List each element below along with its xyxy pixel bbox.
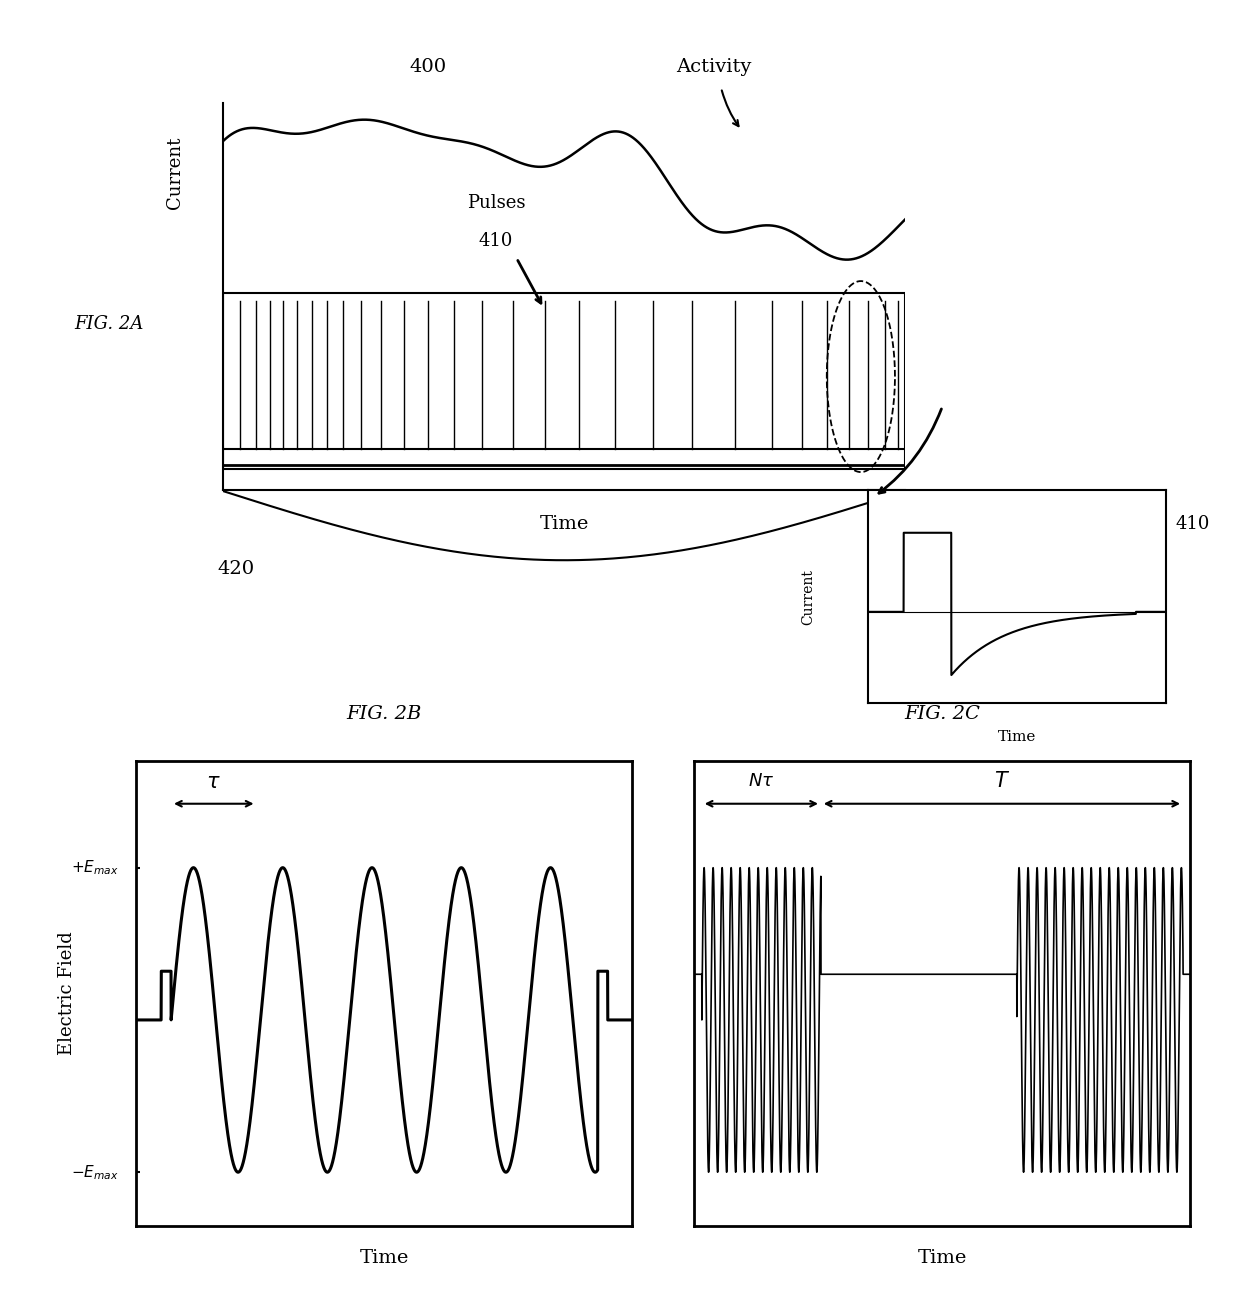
Text: $T$: $T$ xyxy=(994,771,1009,791)
Text: 410: 410 xyxy=(1176,515,1210,533)
Text: Electric Field: Electric Field xyxy=(58,931,76,1055)
Text: $-E_{max}$: $-E_{max}$ xyxy=(72,1162,119,1182)
Text: Current: Current xyxy=(801,569,816,624)
Text: $+E_{max}$: $+E_{max}$ xyxy=(72,858,119,877)
Text: $\tau$: $\tau$ xyxy=(206,773,221,792)
Text: $N\tau$: $N\tau$ xyxy=(748,771,775,789)
Bar xyxy=(223,293,905,468)
Text: Activity: Activity xyxy=(677,58,751,76)
Text: 400: 400 xyxy=(409,58,446,76)
Text: Time: Time xyxy=(539,515,589,533)
Text: FIG. 2B: FIG. 2B xyxy=(347,706,422,724)
Text: FIG. 2A: FIG. 2A xyxy=(74,315,144,333)
Text: Time: Time xyxy=(998,730,1035,744)
Text: 420: 420 xyxy=(217,560,254,578)
Text: FIG. 2C: FIG. 2C xyxy=(904,706,981,724)
Text: Time: Time xyxy=(918,1249,967,1267)
Text: Pulses: Pulses xyxy=(466,194,526,212)
Text: 410: 410 xyxy=(479,232,513,250)
Text: Time: Time xyxy=(360,1249,409,1267)
Text: Current: Current xyxy=(166,137,185,209)
